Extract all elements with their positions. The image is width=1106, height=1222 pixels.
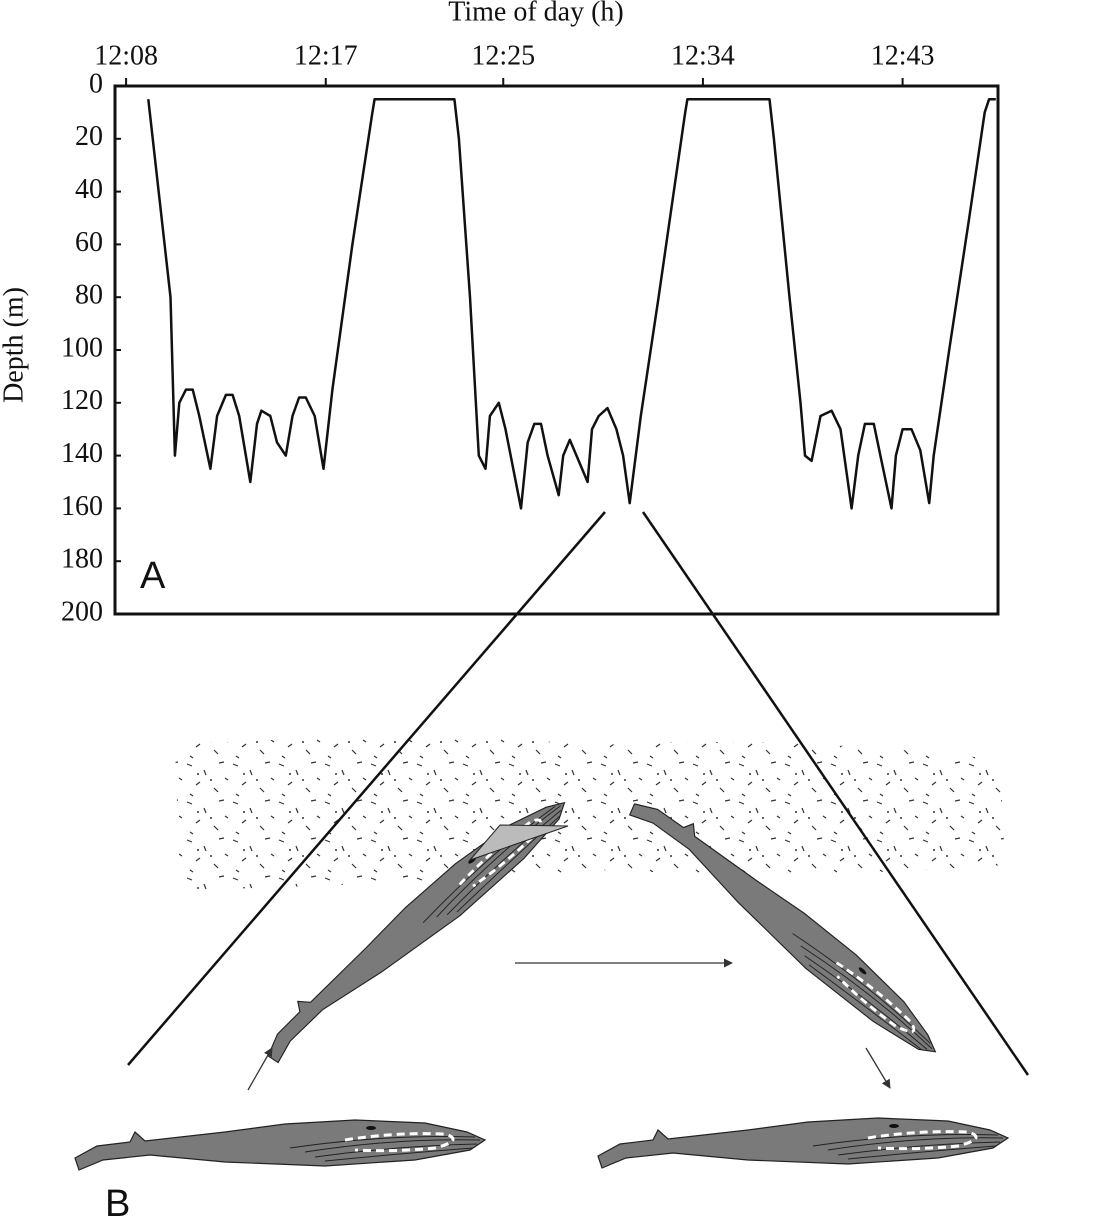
- zoom-line: [641, 511, 1030, 1076]
- x-tick-label: 12:43: [871, 40, 935, 71]
- dive-profile: [147, 97, 996, 510]
- x-axis-title: Time of day (h): [448, 0, 624, 27]
- y-tick-label: 60: [75, 227, 103, 258]
- y-tick-label: 100: [61, 332, 103, 363]
- arrow: [247, 1047, 273, 1091]
- krill-swarm: [175, 737, 1005, 890]
- y-tick-label: 200: [61, 596, 103, 627]
- y-tick-label: 160: [61, 491, 103, 522]
- arrow: [865, 1047, 891, 1089]
- y-tick-label: 120: [61, 385, 103, 416]
- plot-frame: [113, 84, 1000, 616]
- x-tick-label: 12:08: [94, 40, 158, 71]
- x-tick-label: 12:25: [471, 40, 535, 71]
- open-mouth: [468, 824, 569, 862]
- panel-label: B: [105, 1183, 130, 1222]
- y-axis-title: Depth (m): [0, 287, 29, 403]
- zoom-line: [127, 511, 606, 1066]
- y-tick-label: 140: [61, 438, 103, 469]
- y-tick-label: 20: [75, 121, 103, 152]
- y-tick-label: 180: [61, 544, 103, 575]
- x-tick-label: 12:34: [671, 40, 735, 71]
- illustration: [73, 511, 1030, 1172]
- y-tick-label: 40: [75, 174, 103, 205]
- plot: 0 20 40 60 80 100 120 140 160 180 200 12:08 12:17 12:…: [61, 40, 996, 627]
- y-tick-label: 80: [75, 280, 103, 311]
- y-tick-label: 0: [89, 68, 103, 99]
- whale: [596, 1116, 1010, 1170]
- x-tick-label: 12:17: [294, 40, 358, 71]
- panel-label: A: [140, 555, 166, 597]
- whale: [73, 1118, 487, 1172]
